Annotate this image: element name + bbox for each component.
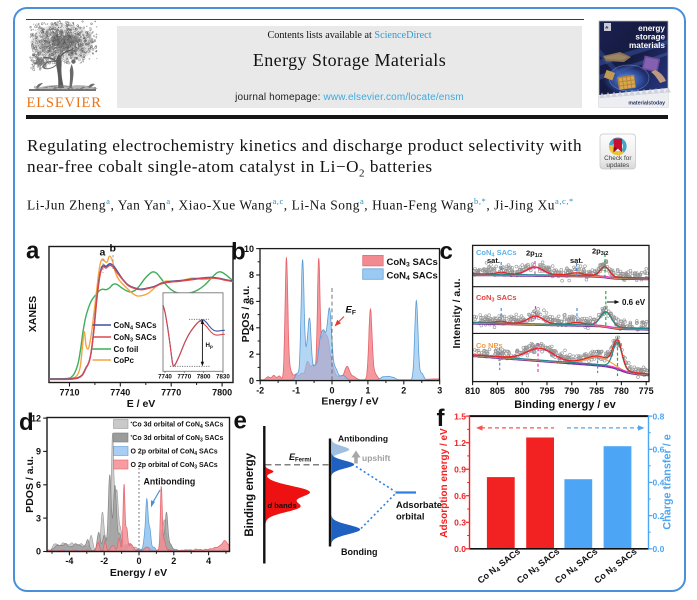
svg-text:2: 2 xyxy=(401,386,406,396)
svg-text:a: a xyxy=(26,238,40,265)
svg-text:0.9: 0.9 xyxy=(454,464,466,474)
svg-text:4: 4 xyxy=(249,323,254,333)
svg-text:0.3: 0.3 xyxy=(454,518,466,528)
svg-text:a: a xyxy=(100,247,106,259)
svg-text:updates: updates xyxy=(606,162,629,169)
svg-text:1: 1 xyxy=(365,386,370,396)
svg-text:Co N4 SACs: Co N4 SACs xyxy=(553,546,600,587)
svg-text:E / eV: E / eV xyxy=(127,398,156,410)
svg-text:Energy / eV: Energy / eV xyxy=(321,396,378,408)
svg-text:CoN3 SACs: CoN3 SACs xyxy=(114,333,158,344)
svg-text:c: c xyxy=(440,238,453,265)
svg-text:CoN3 SACs: CoN3 SACs xyxy=(387,257,438,269)
svg-text:7770: 7770 xyxy=(161,388,181,398)
svg-text:Adsorption energy / eV: Adsorption energy / eV xyxy=(439,428,450,538)
svg-text:0: 0 xyxy=(329,386,334,396)
svg-text:0.8: 0.8 xyxy=(653,411,665,421)
svg-text:Co foil: Co foil xyxy=(114,345,139,354)
svg-text:7770: 7770 xyxy=(177,374,191,381)
svg-text:b: b xyxy=(231,239,246,266)
svg-text:7830: 7830 xyxy=(216,374,230,381)
svg-text:b: b xyxy=(110,243,116,255)
svg-text:materialstoday: materialstoday xyxy=(628,101,665,107)
svg-text:Hp: Hp xyxy=(206,342,213,349)
svg-text:7800: 7800 xyxy=(212,388,232,398)
svg-text:10: 10 xyxy=(244,244,254,254)
svg-text:0: 0 xyxy=(249,376,254,386)
svg-text:8: 8 xyxy=(249,270,254,280)
svg-text:1.5: 1.5 xyxy=(454,411,466,421)
svg-text:PDOS / a.u.: PDOS / a.u. xyxy=(240,286,252,343)
svg-text:Charge transfer / e: Charge transfer / e xyxy=(662,434,674,529)
svg-text:materials: materials xyxy=(629,41,665,50)
svg-text:XANES: XANES xyxy=(27,296,39,332)
svg-text:0.0: 0.0 xyxy=(653,544,665,554)
svg-text:7710: 7710 xyxy=(59,388,79,398)
svg-text:EF: EF xyxy=(346,305,357,317)
svg-text:CoPc: CoPc xyxy=(114,356,135,365)
svg-text:3: 3 xyxy=(437,386,442,396)
svg-text:Check for: Check for xyxy=(604,155,632,162)
svg-text:6: 6 xyxy=(249,297,254,307)
svg-text:1.2: 1.2 xyxy=(454,438,466,448)
svg-text:☘: ☘ xyxy=(605,25,609,30)
svg-text:CoN4 SACs: CoN4 SACs xyxy=(387,270,438,282)
svg-text:energy: energy xyxy=(638,24,665,33)
svg-text:storage: storage xyxy=(635,33,665,42)
svg-text:-1: -1 xyxy=(292,386,300,396)
svg-text:CoN4 SACs: CoN4 SACs xyxy=(114,321,158,332)
svg-text:-2: -2 xyxy=(256,386,264,396)
svg-text:2: 2 xyxy=(249,349,254,359)
svg-text:7740: 7740 xyxy=(158,374,172,381)
svg-text:0.0: 0.0 xyxy=(454,544,466,554)
svg-text:7800: 7800 xyxy=(197,374,211,381)
svg-text:Co N4 SACs: Co N4 SACs xyxy=(476,546,523,587)
svg-text:Co N3 SACs: Co N3 SACs xyxy=(592,546,639,587)
svg-text:7740: 7740 xyxy=(110,388,130,398)
svg-text:0.6: 0.6 xyxy=(454,491,466,501)
svg-text:f: f xyxy=(437,405,446,432)
